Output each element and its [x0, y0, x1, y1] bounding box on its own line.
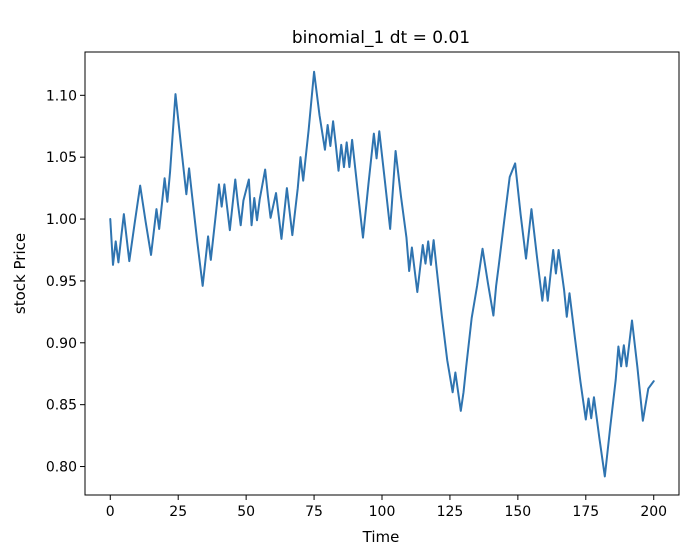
y-axis: 0.80 0.85 0.90 0.95 1.00 1.05 1.10 — [46, 88, 85, 476]
x-tick-label: 50 — [237, 504, 255, 520]
x-tick-label: 25 — [169, 504, 187, 520]
x-tick-label: 150 — [504, 504, 531, 520]
y-tick-label: 0.80 — [46, 460, 77, 476]
series-line — [109, 70, 655, 478]
y-tick-label: 1.05 — [46, 150, 77, 166]
x-tick-label: 175 — [572, 504, 599, 520]
plot-frame — [84, 51, 680, 496]
y-tick-label: 1.00 — [46, 212, 77, 228]
y-axis-label: stock Price — [11, 233, 29, 314]
y-tick-label: 0.85 — [46, 398, 77, 414]
x-axis-label: Time — [362, 528, 400, 546]
x-tick-label: 0 — [106, 504, 115, 520]
x-tick-label: 200 — [640, 504, 667, 520]
y-tick-label: 1.10 — [46, 88, 77, 104]
y-tick-label: 0.90 — [46, 336, 77, 352]
chart-title: binomial_1 dt = 0.01 — [292, 28, 470, 48]
plot-area — [85, 52, 679, 495]
y-tick-label: 0.95 — [46, 274, 77, 290]
x-tick-label: 125 — [437, 504, 464, 520]
x-axis: 0 25 50 75 100 125 150 175 200 — [106, 495, 667, 520]
x-tick-label: 100 — [369, 504, 396, 520]
x-tick-label: 75 — [305, 504, 323, 520]
